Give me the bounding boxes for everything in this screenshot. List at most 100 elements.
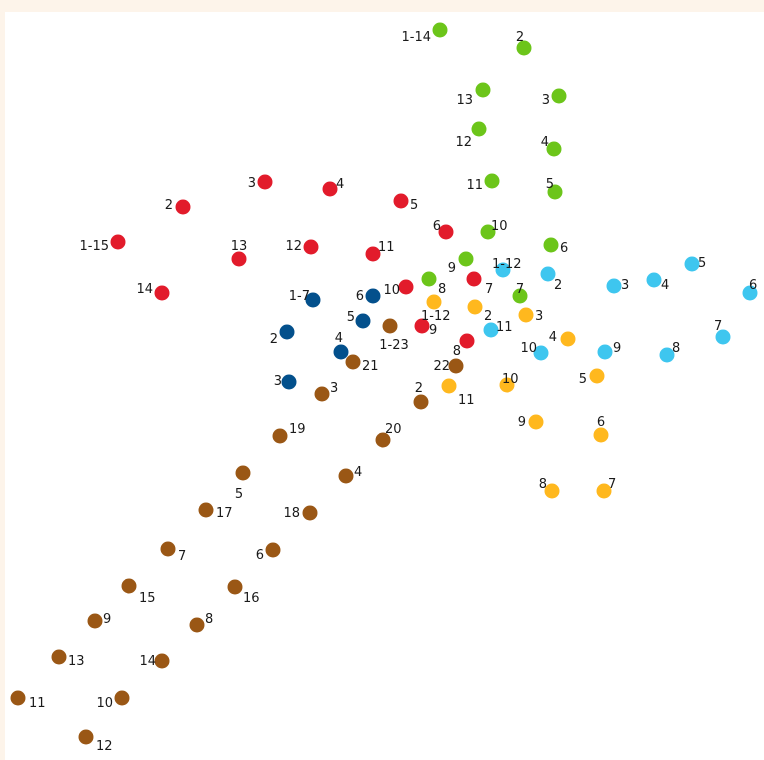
node-dot[interactable]: [659, 347, 675, 363]
node-dot[interactable]: [87, 613, 103, 629]
node-label: 7: [608, 477, 616, 492]
node-dot[interactable]: [154, 285, 170, 301]
node-dot[interactable]: [345, 354, 361, 370]
node-dot[interactable]: [483, 322, 499, 338]
node-dot[interactable]: [414, 318, 430, 334]
node-label: 7: [178, 549, 186, 564]
node-dot[interactable]: [495, 262, 511, 278]
node-dot[interactable]: [281, 374, 297, 390]
node-label: 21: [362, 359, 379, 374]
node-label: 11: [458, 393, 475, 408]
node-dot[interactable]: [646, 272, 662, 288]
node-dot[interactable]: [365, 288, 381, 304]
node-dot[interactable]: [355, 313, 371, 329]
node-label: 13: [231, 239, 248, 254]
node-dot[interactable]: [110, 234, 126, 250]
node-dot[interactable]: [314, 386, 330, 402]
node-dot[interactable]: [458, 251, 474, 267]
node-label: 16: [243, 591, 260, 606]
node-dot[interactable]: [279, 324, 295, 340]
node-dot[interactable]: [257, 174, 273, 190]
node-dot[interactable]: [160, 541, 176, 557]
node-dot[interactable]: [413, 394, 429, 410]
node-dot[interactable]: [471, 121, 487, 137]
node-label: 5: [410, 198, 418, 213]
node-dot[interactable]: [338, 468, 354, 484]
node-label: 1-23: [379, 338, 409, 353]
node-label: 10: [491, 219, 508, 234]
node-dot[interactable]: [154, 653, 170, 669]
node-dot[interactable]: [438, 224, 454, 240]
node-dot[interactable]: [322, 181, 338, 197]
node-dot[interactable]: [596, 483, 612, 499]
node-label: 2: [165, 198, 173, 213]
node-dot[interactable]: [398, 279, 414, 295]
node-label: 8: [539, 477, 547, 492]
node-dot[interactable]: [533, 345, 549, 361]
node-dot[interactable]: [512, 288, 528, 304]
node-dot[interactable]: [546, 141, 562, 157]
node-dot[interactable]: [227, 579, 243, 595]
node-dot[interactable]: [231, 251, 247, 267]
node-dot[interactable]: [593, 427, 609, 443]
node-label: 14: [136, 282, 153, 297]
node-dot[interactable]: [528, 414, 544, 430]
node-label: 6: [560, 241, 568, 256]
node-dot[interactable]: [375, 432, 391, 448]
node-dot[interactable]: [10, 690, 26, 706]
node-label: 12: [455, 135, 472, 150]
node-dot[interactable]: [551, 88, 567, 104]
node-dot[interactable]: [475, 82, 491, 98]
node-dot[interactable]: [684, 256, 700, 272]
node-label: 3: [535, 309, 543, 324]
node-label: 3: [542, 93, 550, 108]
node-dot[interactable]: [432, 22, 448, 38]
node-dot[interactable]: [543, 237, 559, 253]
node-label: 4: [541, 135, 549, 150]
node-label: 9: [448, 261, 456, 276]
node-label: 6: [749, 278, 757, 293]
node-dot[interactable]: [393, 193, 409, 209]
node-dot[interactable]: [382, 318, 398, 334]
node-dot[interactable]: [540, 266, 556, 282]
node-dot[interactable]: [516, 40, 532, 56]
node-label: 2: [554, 278, 562, 293]
node-dot[interactable]: [265, 542, 281, 558]
node-dot[interactable]: [121, 578, 137, 594]
node-label: 4: [354, 465, 362, 480]
node-dot[interactable]: [459, 333, 475, 349]
node-dot[interactable]: [333, 344, 349, 360]
node-dot[interactable]: [518, 307, 534, 323]
node-dot[interactable]: [175, 199, 191, 215]
node-dot[interactable]: [189, 617, 205, 633]
node-dot[interactable]: [198, 502, 214, 518]
node-dot[interactable]: [421, 271, 437, 287]
node-dot[interactable]: [466, 271, 482, 287]
node-dot[interactable]: [484, 173, 500, 189]
node-dot[interactable]: [560, 331, 576, 347]
node-dot[interactable]: [547, 184, 563, 200]
node-dot[interactable]: [235, 465, 251, 481]
node-dot[interactable]: [51, 649, 67, 665]
node-dot[interactable]: [480, 224, 496, 240]
node-dot[interactable]: [597, 344, 613, 360]
node-dot[interactable]: [589, 368, 605, 384]
node-label: 6: [597, 415, 605, 430]
node-dot[interactable]: [742, 285, 758, 301]
node-dot[interactable]: [305, 292, 321, 308]
node-dot[interactable]: [448, 358, 464, 374]
node-dot[interactable]: [114, 690, 130, 706]
node-dot[interactable]: [467, 299, 483, 315]
node-dot[interactable]: [715, 329, 731, 345]
node-dot[interactable]: [302, 505, 318, 521]
node-dot[interactable]: [441, 378, 457, 394]
node-dot[interactable]: [544, 483, 560, 499]
node-dot[interactable]: [365, 246, 381, 262]
node-dot[interactable]: [78, 729, 94, 745]
node-dot[interactable]: [303, 239, 319, 255]
node-dot[interactable]: [272, 428, 288, 444]
node-dot[interactable]: [499, 377, 515, 393]
node-dot[interactable]: [606, 278, 622, 294]
node-label: 1-12: [421, 309, 451, 324]
node-dot[interactable]: [426, 294, 442, 310]
